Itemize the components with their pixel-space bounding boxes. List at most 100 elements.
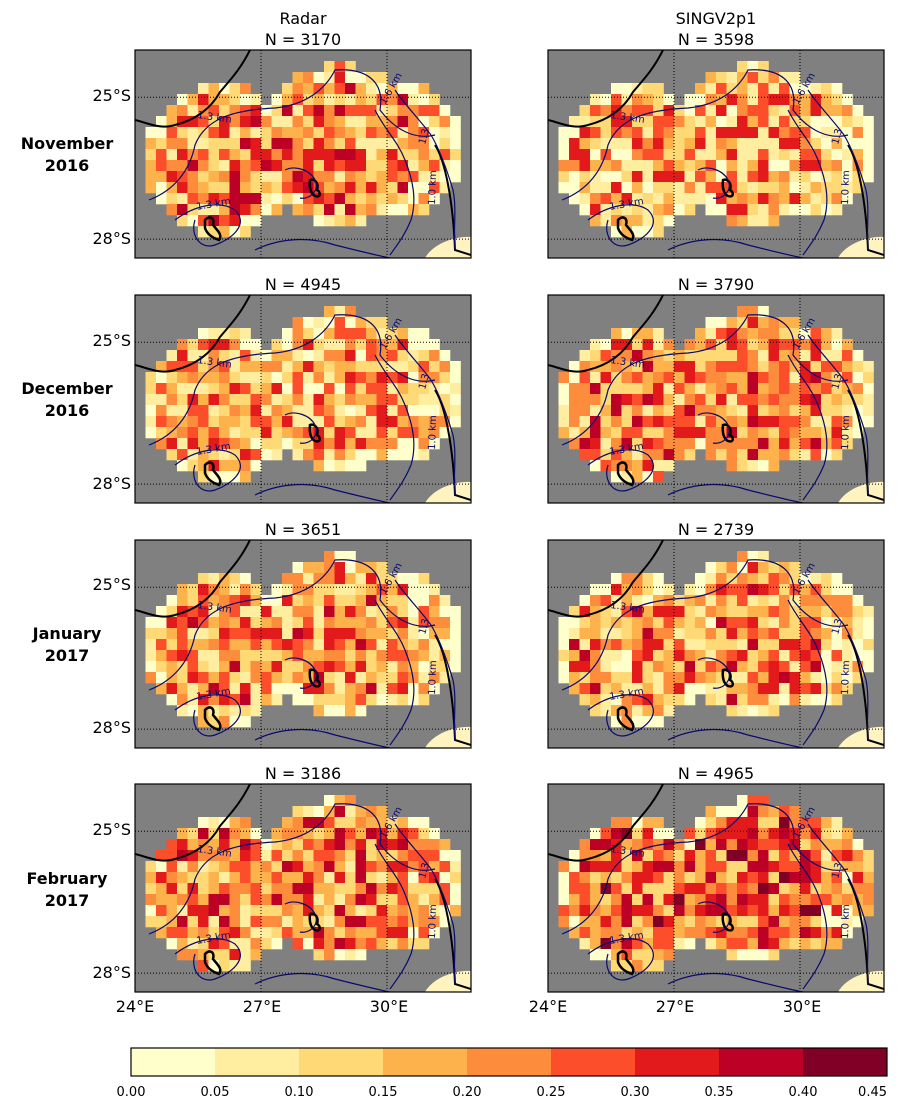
heatmap-cell	[292, 573, 304, 585]
heatmap-cell	[747, 160, 759, 172]
heatmap-cell	[747, 215, 759, 227]
heatmap-cell	[376, 839, 388, 851]
heatmap-cell	[600, 383, 612, 395]
heatmap-cell	[569, 894, 580, 906]
heatmap-cell	[450, 171, 461, 183]
heatmap-cell	[810, 850, 822, 862]
heatmap-cell	[229, 584, 241, 596]
heatmap-cell	[324, 639, 335, 651]
heatmap-cell	[768, 883, 780, 895]
border-line-north	[174, 295, 251, 371]
heatmap-cell	[156, 427, 167, 439]
heatmap-cell	[768, 361, 780, 373]
heatmap-cell	[324, 460, 335, 472]
heatmap-cell	[779, 606, 790, 618]
heatmap-cell	[261, 606, 272, 618]
heatmap-cell	[737, 460, 748, 472]
heatmap-cell	[747, 204, 759, 216]
n-label-r1c0: N = 4945	[265, 275, 341, 294]
heatmap-cell	[166, 683, 178, 695]
lon-tick-30-left: 30°E	[370, 997, 408, 1016]
heatmap-cell	[177, 116, 188, 128]
heatmap-cell	[674, 127, 685, 139]
heatmap-cell	[789, 160, 801, 172]
heatmap-cell	[800, 171, 811, 183]
heatmap-cell	[198, 817, 209, 829]
heatmap-cell	[198, 683, 209, 695]
heatmap-cells	[558, 306, 874, 483]
heatmap-cell	[250, 160, 262, 172]
heatmap-cell	[187, 361, 199, 373]
heatmap-cell	[208, 938, 220, 950]
heatmap-cell	[345, 83, 356, 95]
heatmap-cell	[674, 595, 685, 607]
heatmap-cell	[429, 394, 440, 406]
heatmap-cell	[695, 160, 706, 172]
heatmap-cell	[653, 427, 664, 439]
heatmap-cell	[768, 105, 780, 117]
heatmap-cell	[779, 562, 790, 574]
heatmap-cell	[355, 193, 367, 205]
heatmap-cell	[600, 94, 612, 106]
heatmap-cell	[569, 628, 580, 640]
heatmap-cell	[590, 361, 601, 373]
heatmap-cell	[821, 650, 832, 662]
heatmap-cell	[387, 394, 398, 406]
heatmap-cell	[779, 361, 790, 373]
heatmap-cell	[590, 394, 601, 406]
heatmap-cell	[558, 639, 570, 651]
heatmap-cell	[758, 551, 769, 563]
heatmap-cell	[852, 105, 864, 117]
heatmap-cell	[663, 215, 675, 227]
heatmap-cell	[758, 595, 769, 607]
heatmap-cell	[292, 905, 304, 917]
heatmap-cell	[303, 562, 314, 574]
heatmap-cell	[156, 171, 167, 183]
heatmap-cell	[261, 595, 272, 607]
heatmap-cell	[779, 806, 790, 818]
heatmap-cell	[376, 905, 388, 917]
heatmap-cell	[590, 949, 601, 961]
heatmap-cell	[187, 927, 199, 939]
heatmap-cell	[590, 94, 601, 106]
heatmap-cell	[166, 350, 178, 362]
heatmap-cell	[282, 872, 293, 884]
heatmap-cell	[366, 394, 377, 406]
heatmap-cell	[166, 872, 178, 884]
contour-label: 1.0 km	[427, 170, 439, 205]
heatmap-cell	[758, 317, 769, 329]
heatmap-cell	[600, 350, 612, 362]
heatmap-cell	[282, 839, 293, 851]
heatmap-cell	[789, 905, 801, 917]
heatmap-cell	[397, 127, 409, 139]
heatmap-cell	[590, 938, 601, 950]
contour-line	[807, 89, 869, 251]
heatmap-cell	[831, 149, 843, 161]
heatmap-cell	[219, 193, 230, 205]
heatmap-cell	[250, 383, 262, 395]
heatmap-cell	[653, 226, 664, 238]
heatmap-cell	[768, 193, 780, 205]
heatmap-cell	[219, 339, 230, 351]
heatmap-cell	[674, 861, 685, 873]
heatmap-cell	[240, 639, 251, 651]
heatmap-cell	[716, 828, 727, 840]
heatmap-cell	[229, 661, 241, 673]
heatmap-cell	[418, 595, 430, 607]
heatmap-cell	[611, 628, 622, 640]
heatmap-cell	[303, 361, 314, 373]
heatmap-cell	[579, 116, 591, 128]
heatmap-cell	[250, 449, 262, 461]
heatmap-cell	[705, 850, 717, 862]
heatmap-cell	[408, 83, 419, 95]
heatmap-cell	[821, 328, 832, 340]
heatmap-cell	[261, 438, 272, 450]
colorbar-tick-6: 0.30	[621, 1085, 650, 1100]
map-panels: 1.3 km1.3 km1.6 km1.31.0 km1.3 km1.3 km1…	[134, 49, 885, 993]
heatmap-cell	[408, 383, 419, 395]
heatmap-cell	[345, 427, 356, 439]
heatmap-cell	[789, 883, 801, 895]
heatmap-cell	[166, 116, 178, 128]
heatmap-cell	[558, 182, 570, 194]
heatmap-cell	[716, 182, 727, 194]
